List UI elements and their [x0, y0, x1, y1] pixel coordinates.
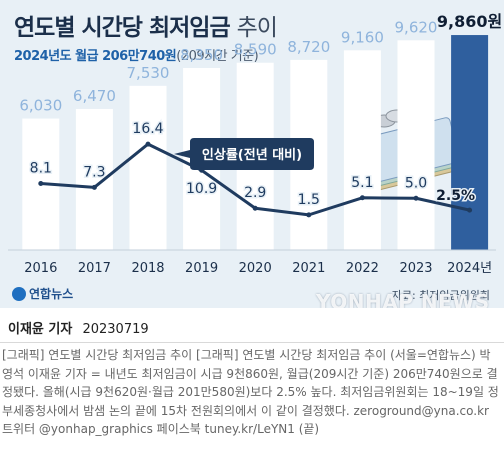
- bar-value-label: 6,030: [19, 97, 62, 115]
- rate-point: [359, 195, 365, 201]
- bar: [75, 108, 113, 250]
- x-axis-label: 2018: [131, 261, 164, 276]
- rate-point: [413, 195, 419, 201]
- byline: 이재윤 기자 20230719: [8, 318, 149, 337]
- bar: [451, 35, 489, 250]
- bar-value-labels: 6,030 6,470 7,530 8,350 8,590 8,720 9,160 9,620…: [19, 12, 502, 114]
- infographic-card: 연도별 시간당 최저임금 추이 2024년도 월급 206만740원(209시간…: [0, 0, 504, 308]
- publish-date: 20230719: [82, 322, 149, 337]
- x-axis-label: 2017: [78, 261, 111, 276]
- rate-value-label: 1.5: [298, 192, 320, 208]
- chart-subtitle: 2024년도 월급 206만740원(209시간 기준): [14, 45, 259, 64]
- subtitle-paren: (209시간 기준): [176, 49, 259, 64]
- rate-value-label: 5.1: [351, 175, 373, 191]
- rate-point: [91, 184, 97, 190]
- subtitle-main: 2024년도 월급 206만740원: [14, 49, 177, 64]
- x-axis-label: 2020: [239, 261, 272, 276]
- rate-value-label: 2.5%: [436, 188, 475, 204]
- logo-text: 연합뉴스: [29, 287, 74, 301]
- bar-value-label: 8,590: [234, 41, 277, 59]
- bar-value-label: 9,620: [395, 18, 438, 36]
- rate-value-label: 2.9: [244, 185, 266, 201]
- bar-value-label: 9,160: [341, 28, 384, 46]
- source-note: 자료: 최저임금위원회: [391, 289, 490, 302]
- rate-value-label: 5.0: [405, 175, 427, 191]
- rate-point: [252, 205, 258, 211]
- yonhap-logo-icon: [12, 286, 26, 301]
- rate-points: [38, 141, 473, 218]
- x-axis-label: 2021: [292, 261, 325, 276]
- rate-value-label: 16.4: [132, 121, 163, 137]
- x-axis-labels: 2016 2017 2018 2019 2020 2021 2022 2023 2024년: [24, 261, 492, 276]
- rate-value-label: 7.3: [83, 164, 105, 180]
- article-caption: [그래픽] 연도별 시간당 최저임금 추이 [그래픽] 연도별 시간당 최저임금…: [2, 348, 499, 436]
- watermark: YONHAP NEWS: [316, 290, 490, 308]
- rate-point: [38, 181, 44, 187]
- rate-point: [145, 141, 151, 147]
- x-axis-label: 2016: [24, 261, 57, 276]
- rate-value-label: 8.1: [30, 161, 52, 177]
- bar-value-label: 8,720: [287, 38, 330, 56]
- bar: [397, 40, 435, 251]
- divider: [0, 342, 504, 343]
- rate-point: [306, 212, 312, 218]
- rate-point: [467, 207, 473, 213]
- x-axis-label: 2022: [346, 261, 379, 276]
- x-axis-label: 2019: [185, 261, 218, 276]
- bar: [129, 85, 167, 250]
- chart-svg: 6,030 6,470 7,530 8,350 8,590 8,720 9,160 9,620…: [8, 12, 502, 276]
- rate-value-labels: 8.1 7.3 16.4 10.9 2.9 1.5 5.1 5.0 2.5%: [28, 120, 476, 210]
- reporter-name: 이재윤 기자: [8, 322, 73, 337]
- x-axis-label: 2023: [399, 261, 432, 276]
- bar-value-label: 8,350: [180, 46, 223, 64]
- bar-value-label: 7,530: [127, 64, 170, 82]
- bar: [343, 50, 381, 251]
- callout-label: 인상률(전년 대비): [202, 147, 302, 163]
- title-main: 연도별 시간당 최저임금: [14, 15, 231, 41]
- chart-title: 연도별 시간당 최저임금 추이: [14, 8, 278, 42]
- title-suffix: 추이: [236, 15, 278, 41]
- x-axis-label: 2024년: [447, 261, 492, 276]
- rate-callout: 인상률(전년 대비): [174, 138, 314, 170]
- rate-value-label: 10.9: [186, 181, 217, 197]
- bar-value-label: 9,860원: [437, 12, 502, 31]
- bar-value-label: 6,470: [73, 87, 116, 105]
- yonhap-logo: 연합뉴스: [12, 285, 73, 302]
